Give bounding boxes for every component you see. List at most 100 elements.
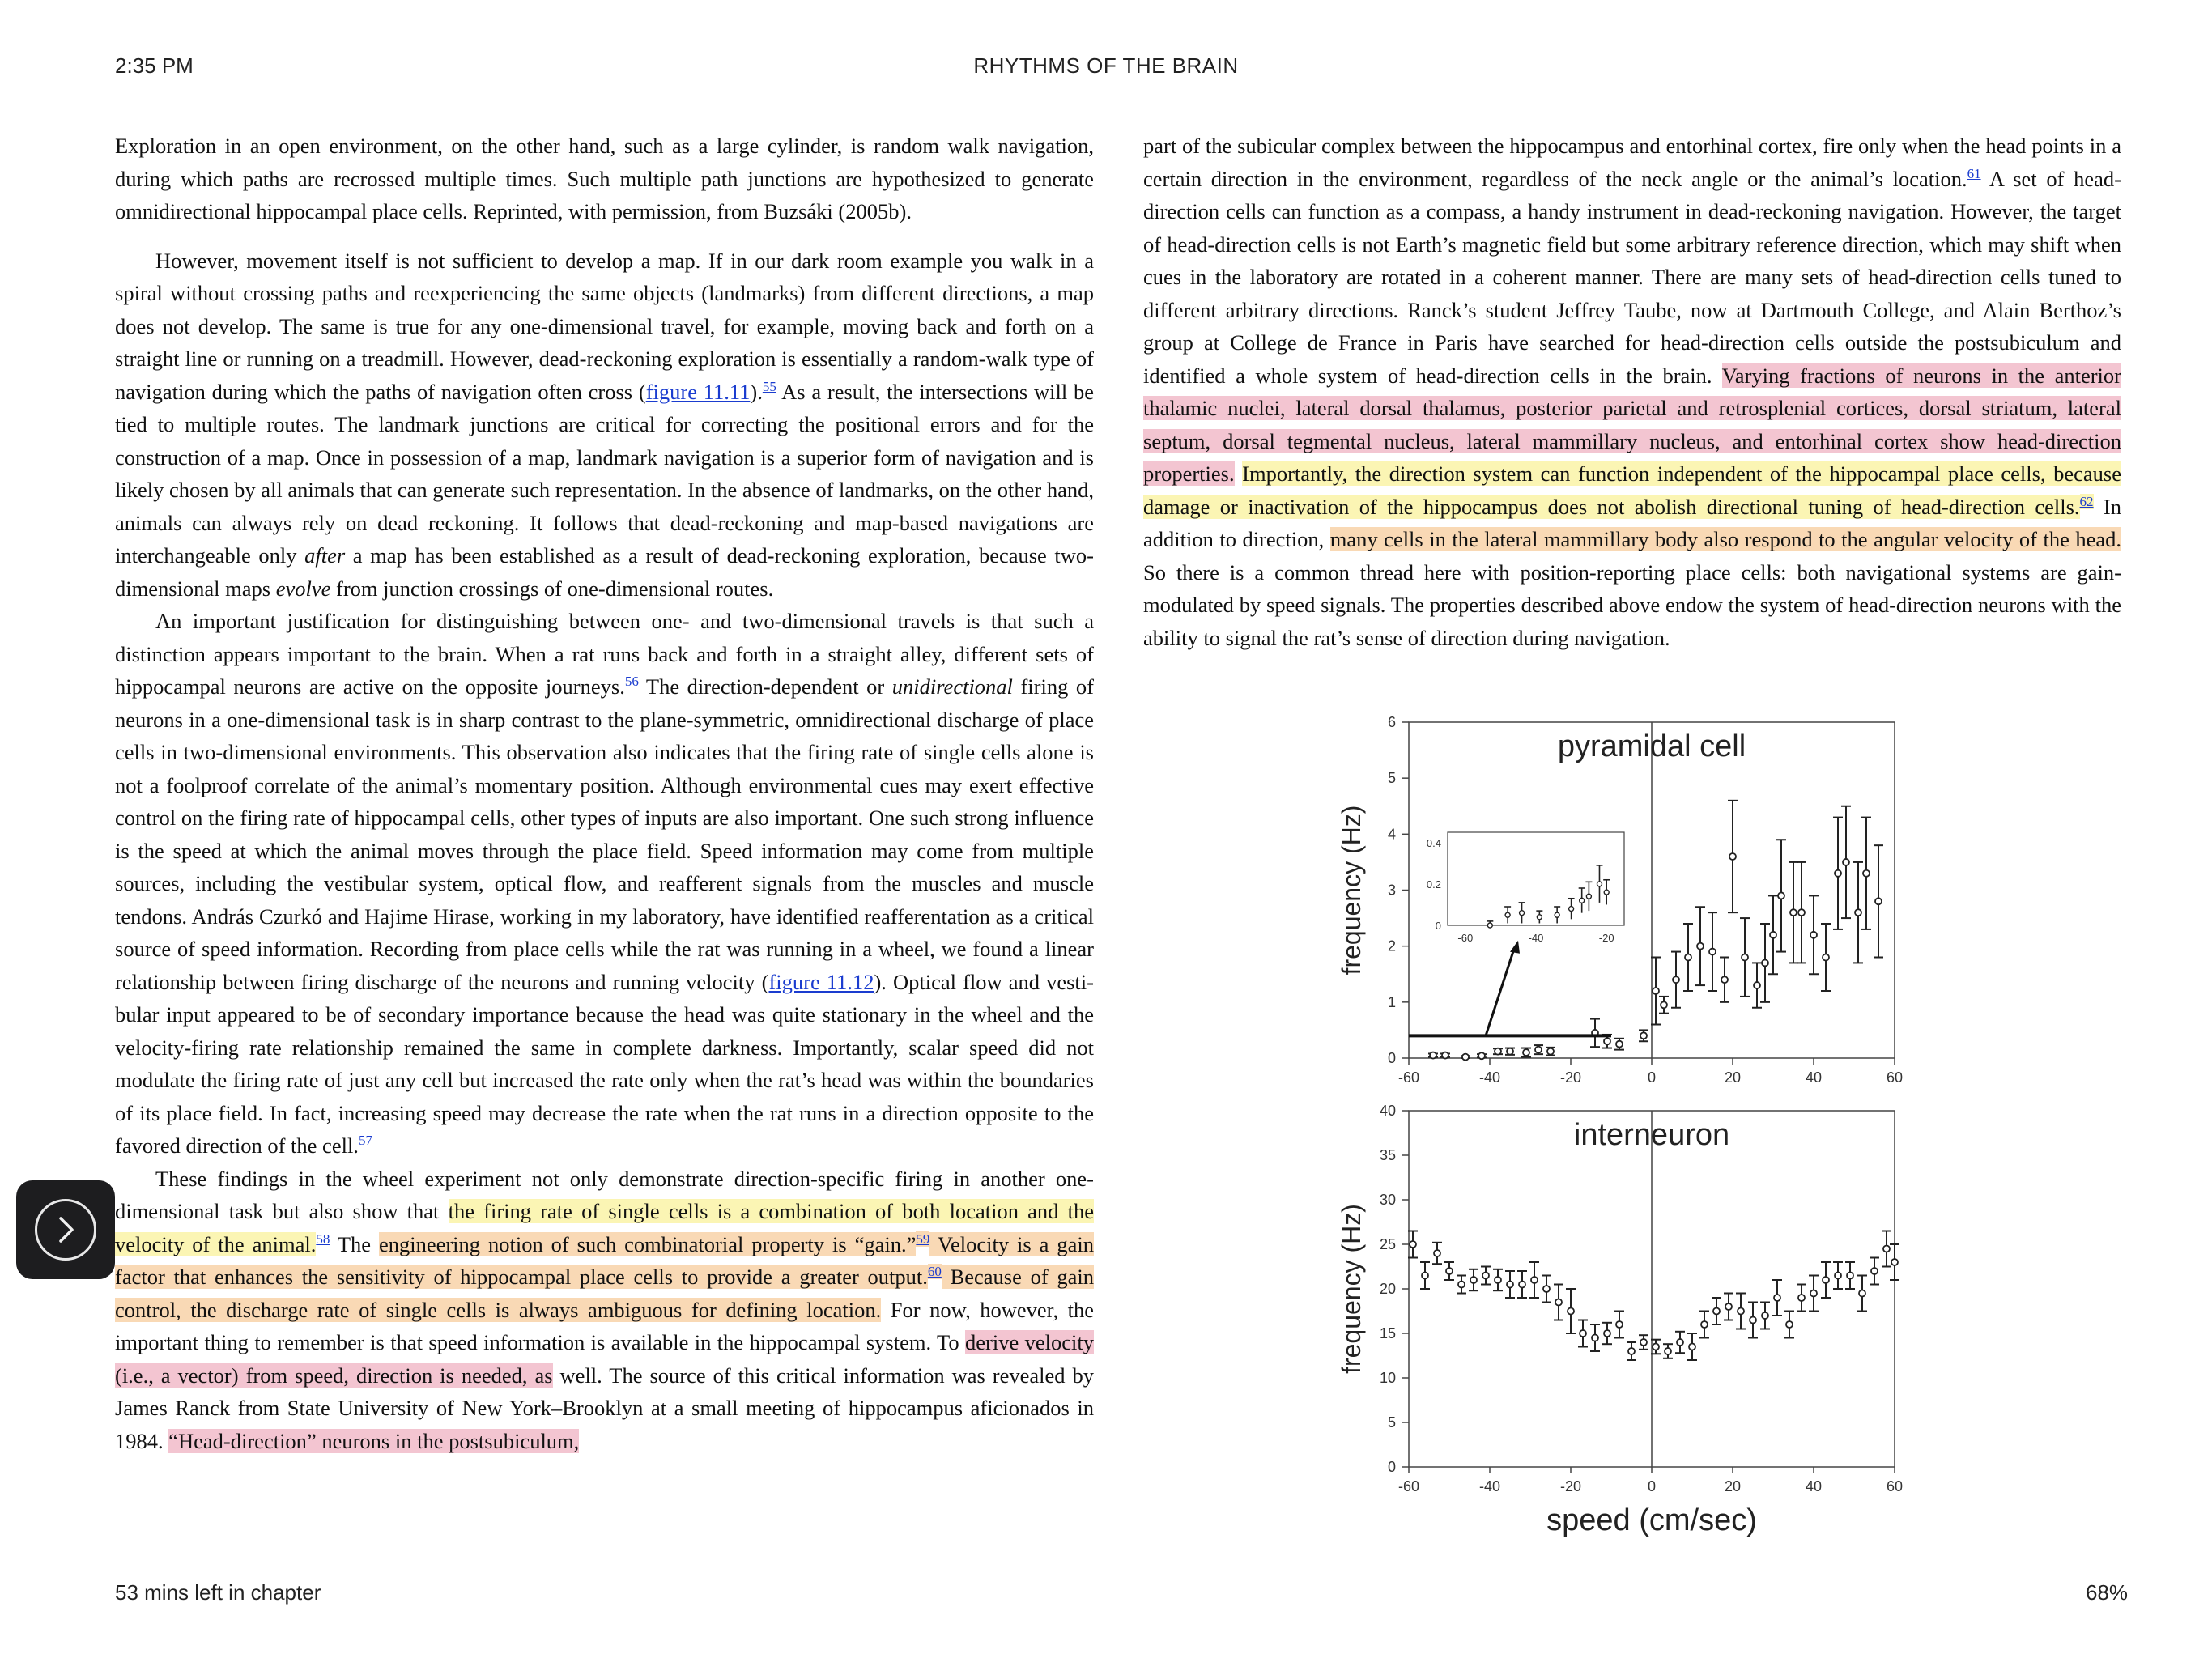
point-marker: [1810, 930, 1818, 939]
point-marker: [1461, 1052, 1470, 1061]
footnote-link[interactable]: 56: [624, 674, 639, 690]
y-tick-label: 6: [1388, 714, 1396, 730]
y-tick-label: 15: [1380, 1325, 1396, 1341]
data-point: [1874, 844, 1883, 959]
y-tick-label: 4: [1388, 826, 1396, 842]
book-title: RHYTHMS OF THE BRAIN: [973, 53, 1239, 78]
zoom-arrow: [1484, 948, 1516, 1036]
point-marker: [1822, 953, 1830, 962]
y-tick-label: 5: [1388, 1414, 1396, 1431]
data-point: [1639, 1334, 1648, 1350]
point-marker: [1789, 908, 1797, 917]
inset-x-tick-label: -60: [1457, 932, 1473, 944]
data-point: [1789, 861, 1798, 964]
highlight-orange[interactable]: engineering notion of such combinatorial…: [378, 1231, 917, 1256]
data-point: [1614, 1310, 1624, 1339]
arrow-head-icon: [1510, 940, 1520, 954]
point-marker: [1482, 1271, 1490, 1280]
point-marker: [1785, 1320, 1793, 1329]
inset-point: [1578, 897, 1585, 904]
point-marker: [1761, 1312, 1769, 1320]
data-point: [1772, 1279, 1782, 1316]
y-tick-label: 2: [1388, 938, 1396, 954]
data-point: [1728, 799, 1738, 914]
x-tick-label: 60: [1887, 1478, 1903, 1494]
inset-y-tick-label: 0.4: [1427, 837, 1441, 849]
data-point: [1534, 1044, 1543, 1056]
footnote-link[interactable]: 55: [762, 378, 776, 394]
data-point: [1821, 1261, 1831, 1299]
figure-link[interactable]: figure 11.12: [768, 969, 874, 994]
inset-point: [1603, 889, 1610, 895]
figure-link[interactable]: figure 11.11: [645, 379, 751, 404]
point-marker: [1708, 947, 1716, 956]
x-tick-label: 0: [1648, 1069, 1656, 1086]
y-tick-label: 10: [1380, 1370, 1396, 1386]
data-point: [1566, 1288, 1576, 1334]
footnote-link[interactable]: 62: [2079, 493, 2094, 509]
highlight-yellow[interactable]: Importantly, the direction system can fu…: [1143, 461, 2122, 519]
reading-progress: 68%: [2085, 1580, 2128, 1605]
data-point: [1760, 923, 1770, 1003]
inset-point: [1518, 909, 1525, 916]
point-marker: [1429, 1051, 1437, 1060]
point-marker: [1822, 1276, 1830, 1284]
status-time: 2:35 PM: [115, 53, 194, 78]
data-point: [1428, 1051, 1438, 1060]
x-axis-label: speed (cm/sec): [1546, 1503, 1757, 1537]
y-tick-label: 0: [1388, 1050, 1396, 1066]
data-point: [1748, 1301, 1758, 1339]
footnote-link[interactable]: 60: [927, 1264, 942, 1280]
x-tick-label: 40: [1806, 1069, 1822, 1086]
data-point: [1821, 923, 1831, 992]
data-point: [1736, 1292, 1746, 1330]
inset-y-tick-label: 0: [1436, 920, 1441, 932]
point-marker: [1579, 1329, 1587, 1337]
highlight-pink[interactable]: “Head-direction” neurons in the postsubi…: [168, 1428, 580, 1453]
point-marker: [1700, 1320, 1708, 1329]
y-tick-label: 35: [1380, 1147, 1396, 1163]
y-axis-label: frequency (Hz): [1337, 1204, 1366, 1374]
point-marker: [1445, 1267, 1453, 1275]
data-point: [1614, 1037, 1624, 1051]
point-marker: [1810, 1289, 1818, 1298]
data-point: [1493, 1047, 1503, 1056]
data-point: [1809, 1274, 1819, 1312]
data-point: [1760, 1301, 1770, 1330]
data-point: [1578, 1319, 1588, 1348]
data-point: [1529, 1261, 1539, 1299]
data-point: [1809, 895, 1819, 976]
footnote-link[interactable]: 61: [1967, 165, 1981, 181]
footnote-link[interactable]: 59: [916, 1231, 930, 1247]
point-marker: [1591, 1333, 1599, 1342]
time-left-in-chapter: 53 mins left in chapter: [115, 1580, 321, 1605]
data-point: [1797, 1283, 1806, 1312]
y-tick-label: 25: [1380, 1236, 1396, 1252]
x-tick-label: -60: [1398, 1478, 1419, 1494]
paragraph: part of the subicular complex between th…: [1143, 134, 2122, 650]
data-point: [1469, 1268, 1478, 1292]
data-point: [1477, 1052, 1487, 1061]
point-marker: [1534, 1045, 1542, 1054]
y-tick-label: 5: [1388, 770, 1396, 786]
point-marker: [1518, 1280, 1526, 1289]
x-tick-label: -40: [1479, 1069, 1500, 1086]
point-marker: [1506, 1280, 1514, 1289]
data-point: [1542, 1274, 1551, 1303]
data-point: [1784, 1310, 1794, 1339]
data-point: [1720, 956, 1729, 1003]
point-marker: [1725, 1303, 1733, 1311]
point-marker: [1741, 953, 1749, 962]
next-page-button[interactable]: [16, 1180, 115, 1279]
footnote-link[interactable]: 57: [358, 1133, 372, 1149]
right-column: part of the subicular complex between th…: [1143, 130, 2122, 654]
point-marker: [1409, 1240, 1417, 1248]
highlight-orange[interactable]: many cells in the lateral mammillary bod…: [1329, 527, 2122, 551]
point-marker: [1773, 1294, 1781, 1302]
point-marker: [1769, 930, 1777, 939]
point-marker: [1640, 1031, 1648, 1040]
footnote-link[interactable]: 58: [316, 1231, 330, 1247]
point-marker: [1494, 1047, 1502, 1056]
inset-point: [1568, 905, 1575, 912]
pyramidal-cell-panel: -60 -40 -20 0 20 40 60 0 1 2 3 4 5 6 pyramidal cell fre…: [1337, 714, 1903, 1086]
